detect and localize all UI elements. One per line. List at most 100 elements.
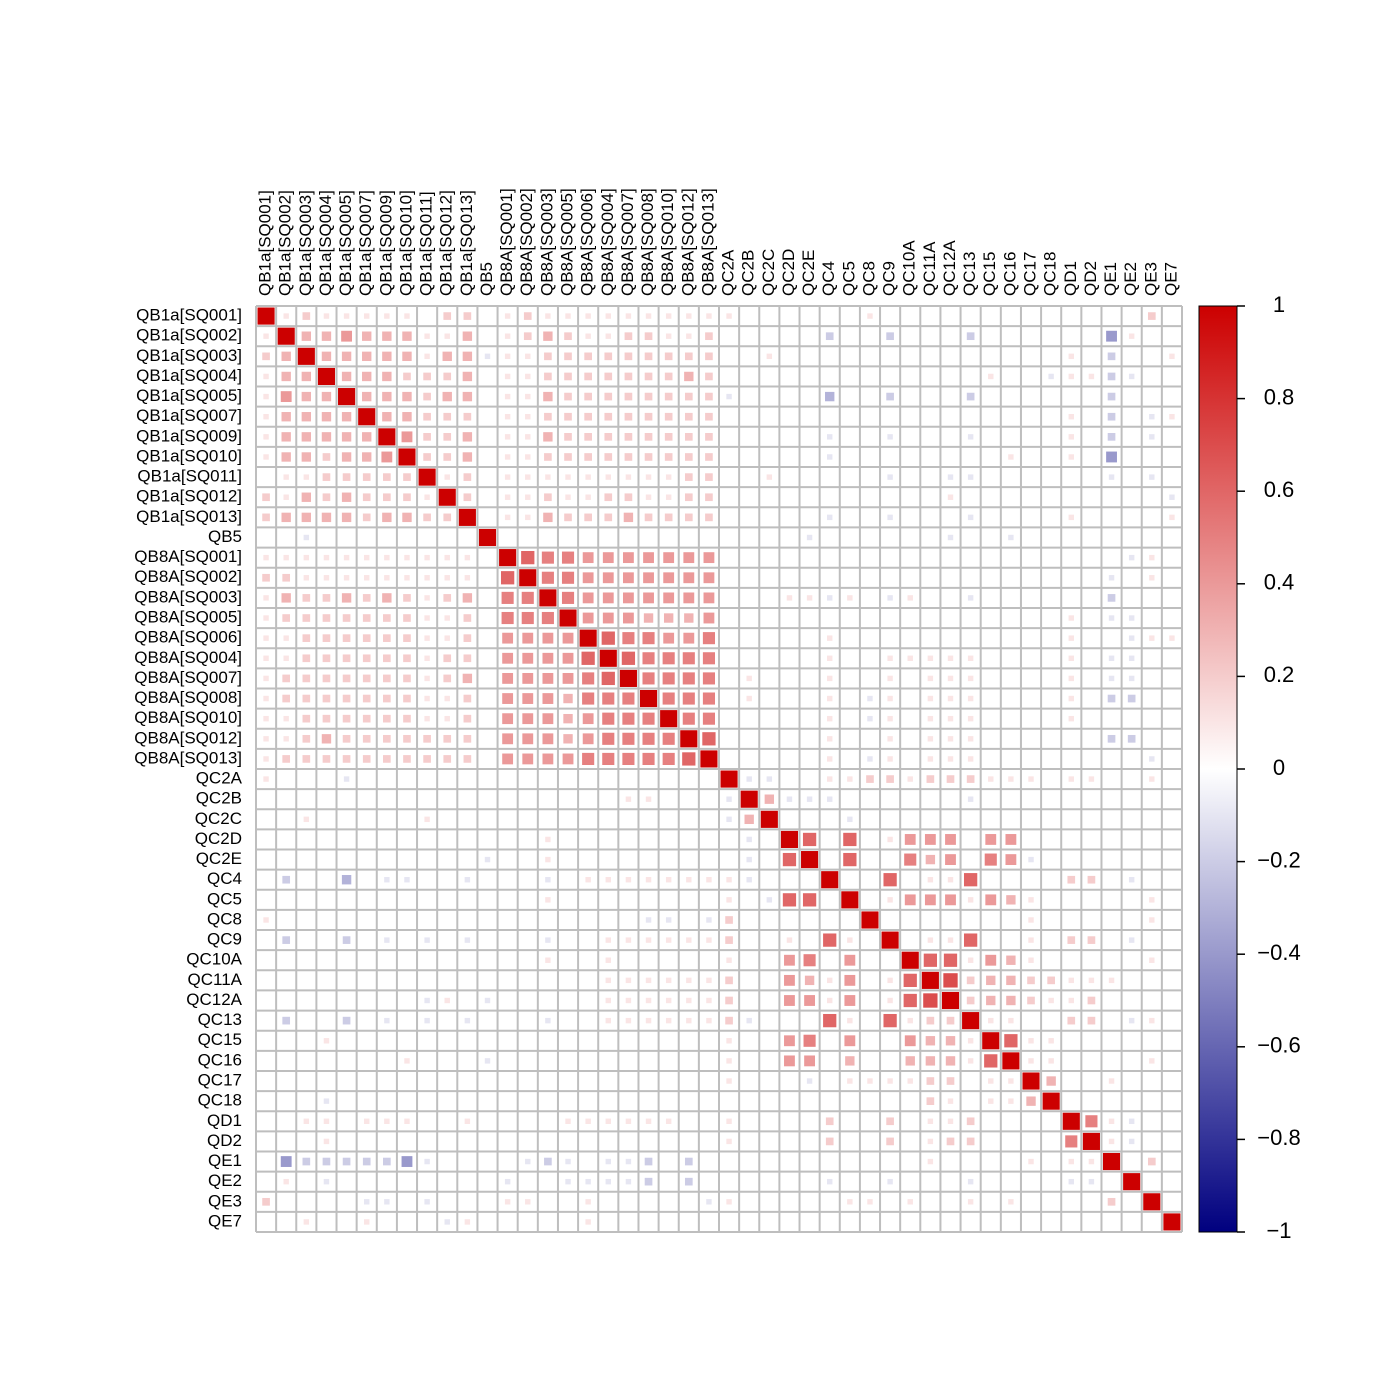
cell xyxy=(322,493,331,502)
cell xyxy=(686,937,692,943)
cell xyxy=(923,953,938,967)
cell xyxy=(1108,1078,1115,1084)
cell xyxy=(625,474,632,480)
cell xyxy=(504,454,511,460)
cell xyxy=(1008,1017,1014,1024)
cell xyxy=(525,494,531,500)
cell xyxy=(1107,352,1116,361)
cell xyxy=(263,715,269,722)
cell xyxy=(927,877,934,883)
cell xyxy=(904,834,916,845)
cell xyxy=(423,392,431,401)
cell xyxy=(845,1056,855,1066)
cell xyxy=(1068,434,1074,440)
cell xyxy=(644,392,653,401)
cell xyxy=(585,1219,591,1225)
cell xyxy=(323,554,330,561)
cell xyxy=(625,877,632,883)
cell xyxy=(684,513,693,522)
cell xyxy=(564,352,572,361)
cell xyxy=(561,551,575,564)
column-label: QC2E xyxy=(799,250,818,296)
colorbar-tick-label: 1 xyxy=(1273,292,1285,317)
cell xyxy=(903,973,917,988)
cell xyxy=(784,1035,795,1047)
cell xyxy=(1108,474,1115,480)
cell xyxy=(1128,675,1135,682)
cell xyxy=(443,453,452,461)
column-label: QB1a[SQ010] xyxy=(396,190,415,296)
cell xyxy=(504,353,511,360)
cell xyxy=(463,493,472,502)
row-label: QC9 xyxy=(207,930,242,949)
cell xyxy=(705,493,713,502)
cell xyxy=(686,1017,692,1024)
cell xyxy=(903,993,917,1008)
cell xyxy=(383,734,391,743)
cell xyxy=(946,775,955,783)
column-label: QB8A[SQ012] xyxy=(678,188,697,296)
cell xyxy=(644,453,653,461)
cell xyxy=(281,371,291,382)
row-label: QC18 xyxy=(198,1091,242,1110)
cell xyxy=(443,674,452,683)
cell xyxy=(645,917,652,923)
cell xyxy=(322,634,331,642)
cell xyxy=(402,512,412,523)
cell xyxy=(665,877,672,883)
cell xyxy=(343,575,350,581)
cell xyxy=(1169,635,1175,641)
cell xyxy=(784,974,795,986)
cell xyxy=(525,373,531,380)
cell xyxy=(1149,575,1155,581)
cell xyxy=(946,1077,955,1085)
cell xyxy=(262,352,270,361)
cell xyxy=(282,614,291,622)
cell xyxy=(384,1199,390,1205)
cell xyxy=(443,412,452,421)
cell xyxy=(665,1017,672,1024)
cell xyxy=(660,710,678,728)
row-label: QB8A[SQ005] xyxy=(134,608,242,627)
cell xyxy=(362,452,372,462)
cell xyxy=(542,753,554,765)
cell xyxy=(887,474,893,480)
cell xyxy=(424,655,430,661)
cell xyxy=(362,654,371,663)
cell xyxy=(827,977,833,984)
cell xyxy=(545,897,551,903)
cell xyxy=(322,594,331,602)
cell xyxy=(263,414,269,420)
cell xyxy=(384,554,390,561)
cell xyxy=(744,814,754,825)
cell xyxy=(624,412,633,421)
cell xyxy=(683,592,695,604)
cell xyxy=(602,732,615,745)
colorbar-tick-label: −0.8 xyxy=(1257,1125,1300,1150)
cell xyxy=(720,770,738,788)
cell xyxy=(403,473,411,481)
cell xyxy=(663,552,675,564)
row-label: QB1a[SQ001] xyxy=(136,306,242,325)
cell xyxy=(726,1199,732,1205)
cell xyxy=(282,674,291,683)
cell xyxy=(362,391,372,402)
cell xyxy=(525,1158,531,1165)
cell xyxy=(323,1038,330,1044)
cell xyxy=(706,997,712,1004)
cell xyxy=(604,493,613,502)
cell xyxy=(1028,856,1034,863)
cell xyxy=(423,372,431,381)
cell xyxy=(281,351,291,362)
cell xyxy=(602,692,615,705)
cell xyxy=(444,554,450,561)
cell xyxy=(644,1177,653,1186)
cell xyxy=(599,649,617,667)
cell xyxy=(362,432,372,442)
cell xyxy=(1149,776,1155,782)
cell xyxy=(544,1157,552,1166)
cell xyxy=(424,816,430,823)
cell xyxy=(643,613,654,623)
cell xyxy=(562,753,574,765)
cell xyxy=(622,712,635,725)
